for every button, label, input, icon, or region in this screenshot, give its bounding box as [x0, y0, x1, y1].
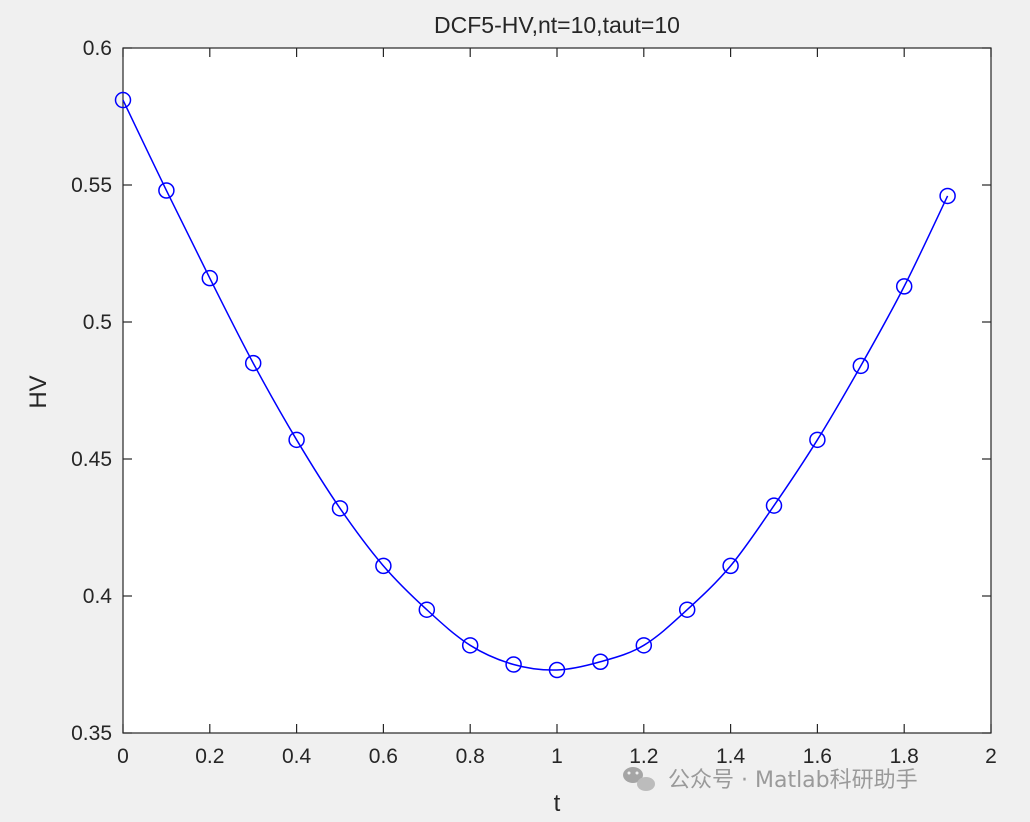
x-tick-label: 0: [117, 745, 129, 768]
x-axis-label: t: [554, 790, 561, 817]
data-point-marker: [678, 601, 696, 618]
data-point-marker: [635, 637, 653, 654]
x-tick-label: 2: [985, 745, 997, 768]
data-point-marker: [418, 601, 436, 618]
data-point-marker: [375, 557, 392, 575]
data-point-marker: [895, 278, 913, 295]
y-tick-label: 0.4: [83, 585, 113, 608]
x-tick-label: 1.2: [629, 745, 658, 768]
x-tick-label: 0.4: [282, 745, 312, 768]
data-point-marker: [939, 187, 956, 205]
wechat-icon: [623, 767, 655, 791]
series-layer: [114, 91, 956, 679]
y-tick-label: 0.45: [71, 448, 112, 471]
data-point-marker: [592, 653, 609, 671]
x-tick-label: 0.2: [195, 745, 224, 768]
y-tick-label: 0.5: [83, 311, 112, 334]
data-point-marker: [158, 182, 175, 199]
data-point-marker: [505, 656, 522, 673]
x-tick-label: 0.8: [456, 745, 485, 768]
axis-ticks: 0 0.2 0.4 0.6 0.8 1 1.2 1.4 1.6 1.8 2 0.35 0.4 0.45 0.…: [71, 37, 997, 768]
data-point-marker: [809, 431, 826, 449]
data-point-marker: [288, 431, 305, 449]
data-point-marker: [244, 354, 262, 372]
chart-title: DCF5-HV,nt=10,taut=10: [434, 12, 680, 38]
data-point-marker: [331, 500, 349, 517]
y-axis-label: HV: [25, 375, 52, 408]
data-point-marker: [765, 497, 783, 514]
x-tick-label: 1: [551, 745, 563, 768]
watermark: 公众号 · Matlab科研助手: [623, 767, 918, 793]
data-point-marker: [852, 357, 870, 375]
watermark-text: 公众号 · Matlab科研助手: [668, 768, 918, 793]
y-tick-label: 0.55: [71, 174, 112, 197]
x-tick-label: 1.4: [716, 745, 746, 768]
plot-area: [122, 47, 992, 734]
x-tick-label: 1.8: [890, 745, 919, 768]
x-tick-label: 0.6: [369, 745, 398, 768]
data-point-marker: [548, 661, 566, 679]
y-tick-label: 0.6: [83, 37, 112, 60]
x-tick-label: 1.6: [803, 745, 832, 768]
data-point-marker: [722, 557, 739, 575]
data-point-marker: [114, 91, 132, 109]
y-tick-label: 0.35: [71, 722, 112, 745]
data-point-marker: [201, 269, 219, 287]
data-point-marker: [461, 637, 479, 654]
